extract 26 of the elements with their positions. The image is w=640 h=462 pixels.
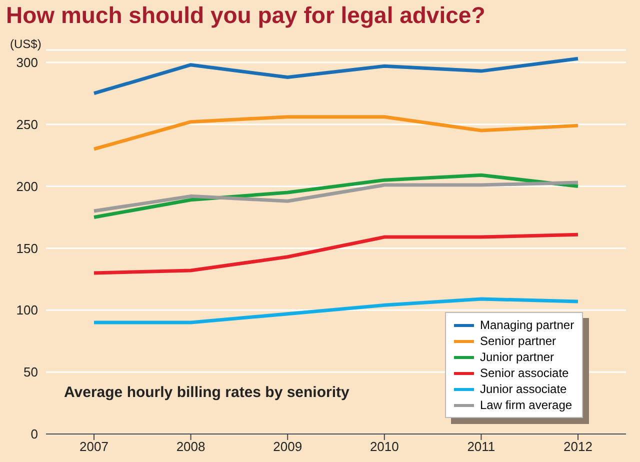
x-tick-label: 2011 [467,439,496,454]
line-series [92,232,580,275]
x-tick-label: 2012 [564,439,592,454]
line-series [92,180,580,213]
legend-label: Senior associate [480,366,569,380]
annotation: Average hourly billing rates by seniority [64,384,350,401]
y-tick-label: 100 [16,302,38,318]
y-tick-label: 50 [24,364,38,380]
legend-label: Managing partner [480,318,574,332]
y-tick-label: 300 [16,55,38,70]
line-series [92,56,580,96]
y-tick-label: 250 [16,116,38,132]
chart-title: How much should you pay for legal advice? [6,2,486,29]
y-tick-label: 150 [16,240,38,256]
x-tick-label: 2009 [273,439,302,454]
x-tick-label: 2010 [370,439,399,454]
y-tick-label: 200 [16,178,38,194]
line-series [92,115,580,151]
y-axis-title: (US$) [10,37,42,51]
legend-label: Junior partner [480,350,554,364]
x-tick-label: 2008 [176,439,206,454]
y-tick-label: 0 [30,426,38,442]
legend-label: Law firm average [480,398,572,412]
legend-label: Senior partner [480,334,556,348]
legend-label: Junior associate [480,382,567,396]
x-tick-label: 2007 [80,439,108,454]
